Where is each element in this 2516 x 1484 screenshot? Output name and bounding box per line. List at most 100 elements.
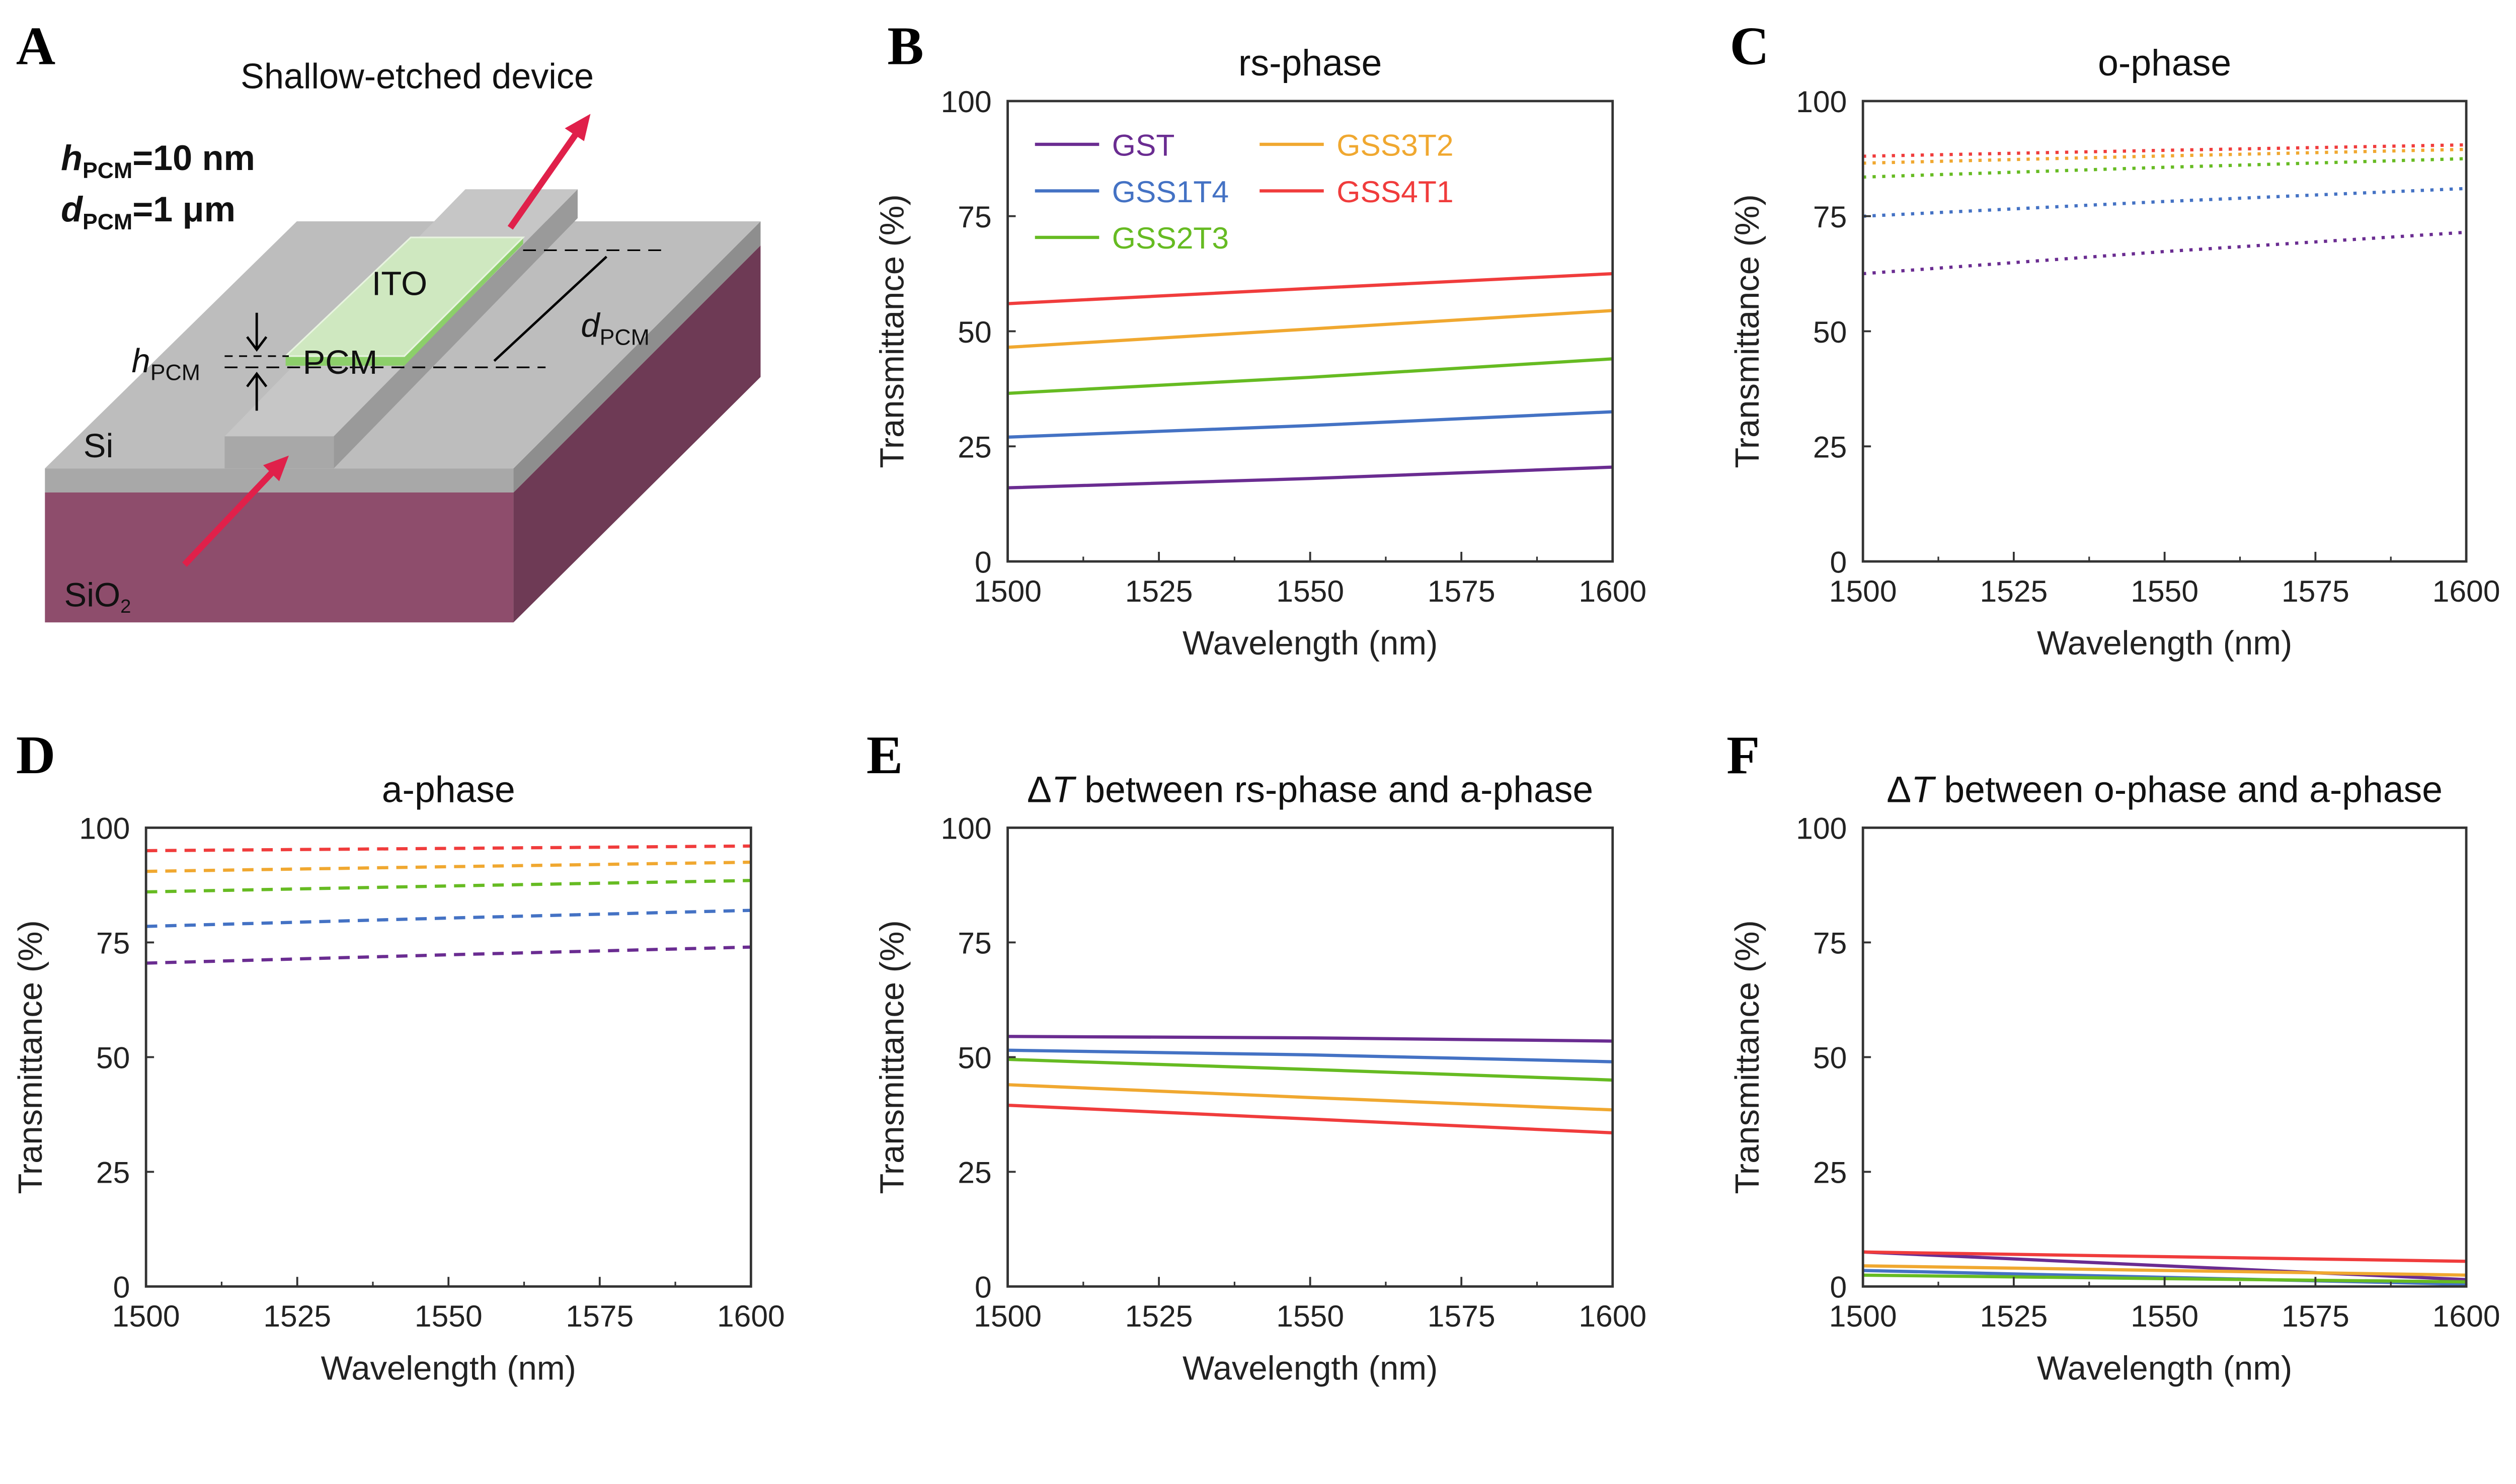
y-axis-label: Transmittance (%)	[873, 194, 911, 468]
plot-frame	[1861, 100, 2468, 563]
y-tick-label: 25	[958, 430, 991, 464]
series-line-gss1t4	[1007, 410, 1613, 439]
legend-label-gss1t4: GSS1T4	[1112, 175, 1229, 209]
x-tick-label: 1525	[1125, 574, 1193, 608]
y-tick-label: 75	[958, 926, 991, 960]
d-pcm-label: dPCM	[581, 307, 649, 350]
h-pcm-label: hPCM	[131, 342, 200, 385]
y-tick-label: 0	[1830, 545, 1847, 579]
x-tick-label: 1575	[2282, 1299, 2349, 1333]
series-line-gss4t1	[1007, 272, 1613, 305]
panel-letter-a: A	[16, 16, 55, 76]
output-light-arrow	[507, 129, 581, 230]
sio2-side-face	[513, 245, 761, 623]
x-tick-label: 1525	[1125, 1299, 1193, 1333]
y-tick-label: 0	[975, 545, 992, 579]
x-tick-label: 1600	[1579, 574, 1646, 608]
chart-panel-e: E ΔT between rs-phase and a-phase 1500 1525…	[867, 725, 1646, 1387]
series-line-gss3t2	[1007, 1083, 1613, 1112]
series-line-gss1t4	[1007, 1048, 1613, 1063]
x-tick-label: 1500	[974, 1299, 1042, 1333]
y-tick-label: 25	[958, 1156, 991, 1190]
y-tick-label: 75	[1813, 926, 1847, 960]
legend-label-gss4t1: GSS4T1	[1336, 175, 1453, 209]
chart-title: ΔT between rs-phase and a-phase	[1027, 769, 1593, 810]
series-line-gss1t4	[1863, 187, 2467, 218]
h-pcm-parameter: hPCM=10 nm	[61, 138, 255, 183]
d-pcm-parameter: dPCM=1 μm	[61, 189, 235, 234]
x-tick-label: 1575	[2282, 574, 2349, 608]
series-line-gss3t2	[146, 860, 751, 873]
x-axis-label: Wavelength (nm)	[1183, 1349, 1438, 1387]
rib-waveguide-side	[334, 189, 578, 469]
x-tick-label: 1500	[1829, 574, 1897, 608]
y-tick-label: 100	[1796, 85, 1847, 119]
x-tick-label: 1600	[2432, 574, 2500, 608]
x-tick-label: 1550	[2131, 1299, 2198, 1333]
series-line-gss3t2	[1863, 1264, 2467, 1277]
x-axis-label: Wavelength (nm)	[321, 1349, 576, 1387]
series-line-gss4t1	[1007, 1103, 1613, 1135]
plot-frame	[1861, 827, 2468, 1288]
y-tick-label: 50	[958, 315, 991, 349]
y-tick-label: 25	[1813, 1156, 1847, 1190]
plot-frame	[1006, 100, 1614, 563]
series-line-gst	[1007, 1035, 1613, 1043]
panel-letter: F	[1726, 725, 1760, 785]
chart-title: o-phase	[2098, 42, 2231, 84]
title-variable: T	[1911, 769, 1936, 810]
x-axis-label: Wavelength (nm)	[2037, 624, 2292, 662]
x-tick-label: 1550	[1276, 574, 1344, 608]
ito-layer	[283, 236, 525, 357]
chart-title: ΔT between o-phase and a-phase	[1886, 769, 2443, 810]
input-arrowhead-icon	[263, 455, 289, 481]
title-text: between rs-phase and a-phase	[1074, 769, 1593, 810]
y-tick-label: 25	[96, 1156, 130, 1190]
y-axis-label: Transmittance (%)	[873, 920, 911, 1194]
y-tick-label: 50	[958, 1041, 991, 1075]
si-side-face	[513, 221, 761, 492]
x-tick-label: 1525	[1980, 574, 2048, 608]
pcm-label: PCM	[303, 344, 378, 381]
device-title: Shallow-etched device	[241, 56, 594, 96]
x-tick-label: 1575	[1428, 574, 1496, 608]
si-label: Si	[84, 427, 114, 465]
legend-label-gst: GST	[1112, 128, 1175, 162]
panel-letter: E	[867, 725, 903, 785]
plot-frame	[144, 827, 752, 1288]
x-tick-label: 1550	[415, 1299, 483, 1333]
chart-title: rs-phase	[1238, 42, 1382, 84]
sio2-label: SiO2	[64, 576, 131, 617]
chart-panel-f: F ΔT between o-phase and a-phase 1500 1525 1…	[1726, 725, 2500, 1387]
output-arrowhead-icon	[565, 114, 591, 141]
y-tick-label: 100	[941, 85, 992, 119]
series-line-gss4t1	[146, 844, 751, 853]
y-tick-label: 100	[941, 811, 992, 846]
y-tick-label: 100	[1796, 811, 1847, 846]
x-tick-label: 1600	[1579, 1299, 1646, 1333]
series-line-gst	[1007, 465, 1613, 489]
rib-waveguide-front	[224, 436, 334, 469]
y-tick-label: 0	[1830, 1270, 1847, 1304]
panel-letter: C	[1729, 16, 1769, 76]
panel-a-device-diagram: A Shallow-etched device hPCM=10 nm dPCM=…	[16, 16, 761, 623]
series-line-gss1t4	[146, 909, 751, 928]
y-tick-label: 50	[1813, 315, 1847, 349]
h-pcm-arrows	[246, 312, 268, 411]
series-line-gss2t3	[1007, 357, 1613, 395]
panel-letter: B	[887, 16, 923, 76]
x-tick-label: 1525	[263, 1299, 331, 1333]
x-tick-label: 1500	[112, 1299, 180, 1333]
series-line-gst	[146, 945, 751, 965]
legend-label-gss3t2: GSS3T2	[1336, 128, 1453, 162]
y-tick-label: 50	[96, 1041, 130, 1075]
x-axis-label: Wavelength (nm)	[2037, 1349, 2292, 1387]
sio2-front-face	[45, 492, 514, 623]
x-tick-label: 1500	[1829, 1299, 1897, 1333]
y-tick-label: 75	[96, 926, 130, 960]
y-tick-label: 50	[1813, 1041, 1847, 1075]
input-light-arrow	[182, 466, 279, 567]
